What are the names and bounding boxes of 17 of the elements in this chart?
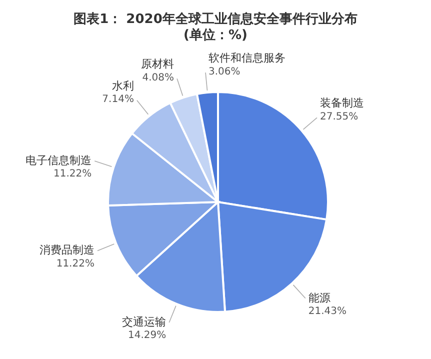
slice-label: 软件和信息服务: [208, 52, 286, 65]
slice-label: 电子信息制造: [26, 154, 92, 168]
slice-label: 消费品制造: [39, 244, 94, 257]
data-label: 3.06%: [208, 66, 240, 78]
slice-label: 装备制造: [320, 96, 364, 110]
data-label: 11.22%: [56, 258, 94, 270]
slice-label: 水利: [112, 79, 134, 92]
slice-label: 原材料: [141, 58, 174, 71]
chart-title: 图表1： 2020年全球工业信息安全事件行业分布(单位：%): [72, 10, 358, 44]
data-label: 11.22%: [54, 168, 92, 180]
slice-label: 交通运输: [122, 315, 166, 328]
data-label: 14.29%: [128, 330, 166, 342]
data-label: 7.14%: [102, 94, 134, 106]
data-label: 27.55%: [320, 111, 358, 122]
slice-label: 能源: [308, 291, 330, 304]
data-label: 4.08%: [142, 72, 174, 84]
data-label: 21.43%: [308, 306, 347, 317]
